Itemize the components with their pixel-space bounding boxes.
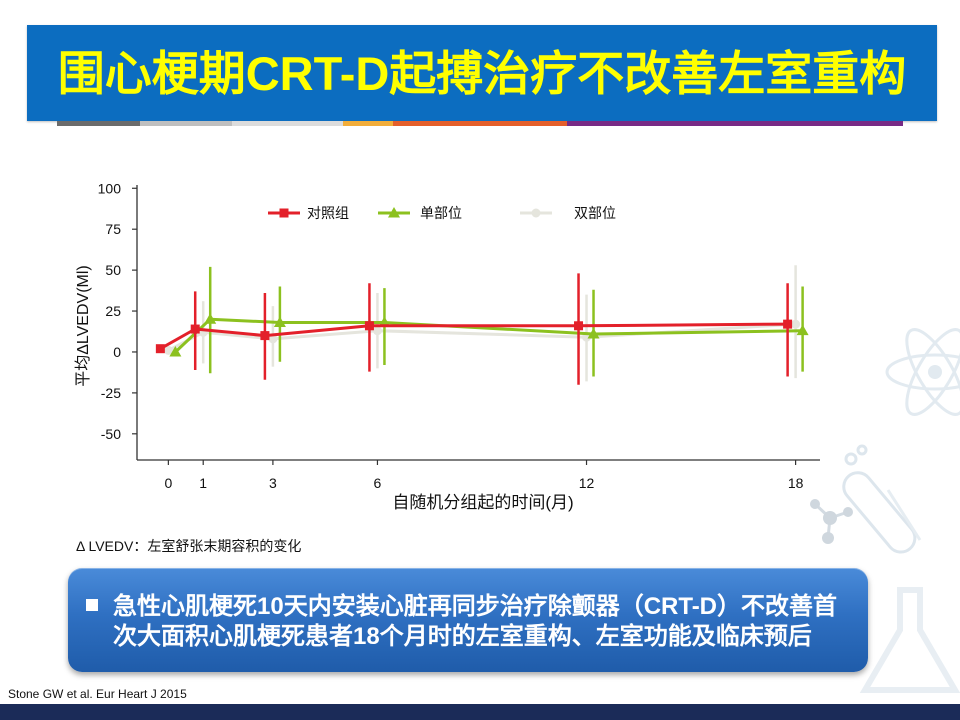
summary-line: 急性心肌梗死10天内安装心脏再同步治疗除颤器（CRT-D）不改善首 bbox=[113, 593, 838, 620]
flask-icon bbox=[859, 587, 960, 693]
legend-item-1: 单部位 bbox=[378, 205, 462, 221]
chart-footnote: Δ LVEDV：左室舒张末期容积的变化 bbox=[76, 538, 302, 554]
accent-strip-segment bbox=[393, 121, 567, 126]
y-tick-label: 100 bbox=[98, 180, 122, 196]
series-1-point bbox=[273, 316, 286, 327]
x-tick-label: 18 bbox=[788, 475, 804, 491]
atom-icon bbox=[885, 328, 960, 416]
summary-text: 急性心肌梗死10天内安装心脏再同步治疗除颤器（CRT-D）不改善首 次大面积心肌… bbox=[113, 592, 837, 652]
series-0-line bbox=[159, 322, 788, 351]
y-tick-label: 75 bbox=[105, 221, 121, 237]
legend-0-marker bbox=[279, 208, 289, 218]
legend-2-label: 双部位 bbox=[574, 205, 616, 221]
reference-citation: Stone GW et al. Eur Heart J 2015 bbox=[8, 687, 187, 701]
legend-item-2: 双部位 bbox=[520, 205, 616, 221]
y-tick-label: -25 bbox=[101, 385, 121, 401]
series-2-point bbox=[791, 319, 801, 329]
x-tick-label: 3 bbox=[269, 475, 277, 491]
series-0-point bbox=[783, 319, 793, 329]
accent-strip-segment bbox=[232, 121, 343, 126]
title-banner: 围心梗期CRT-D起搏治疗不改善左室重构 bbox=[27, 25, 937, 121]
lvedv-line-chart: 100 75 50 25 0 -25 -50 0 1 3 6 12 18 对照组 单部位 双部位 bbox=[98, 180, 820, 491]
summary-line: 次大面积心肌梗死患者18个月时的左室重构、左室功能及临床预后 bbox=[113, 623, 812, 650]
legend-1-marker bbox=[388, 207, 400, 218]
square-bullet-icon bbox=[86, 599, 98, 611]
accent-strip-segment bbox=[343, 121, 393, 126]
x-tick-label: 6 bbox=[374, 475, 382, 491]
accent-strip-segment bbox=[567, 121, 903, 126]
x-tick-label: 12 bbox=[579, 475, 595, 491]
y-axis-label: 平均ΔLVEDV(Ml) bbox=[75, 265, 92, 387]
series-0-point bbox=[190, 324, 200, 334]
legend-0-label: 对照组 bbox=[307, 205, 349, 221]
accent-strip-segment bbox=[140, 121, 232, 126]
series-1-point bbox=[204, 313, 217, 324]
accent-strip-segment bbox=[57, 121, 140, 126]
y-tick-label: 25 bbox=[105, 303, 121, 319]
series-0-point bbox=[260, 331, 270, 341]
series-1-line bbox=[174, 317, 803, 354]
legend-item-0: 对照组 bbox=[268, 205, 349, 221]
series-1-point bbox=[587, 327, 600, 339]
footer-bar bbox=[0, 704, 960, 720]
series-1-point bbox=[796, 324, 809, 336]
series-0-point bbox=[574, 321, 584, 331]
x-tick-label: 1 bbox=[199, 475, 207, 491]
series-0 bbox=[155, 273, 793, 385]
legend-2-marker bbox=[531, 208, 541, 218]
y-tick-label: -50 bbox=[101, 426, 121, 442]
slide-title: 围心梗期CRT-D起搏治疗不改善左室重构 bbox=[57, 46, 907, 100]
series-0-point bbox=[364, 321, 374, 331]
x-axis-label: 自随机分组起的时间(月) bbox=[392, 493, 574, 512]
legend-1-label: 单部位 bbox=[420, 205, 462, 221]
series-0-point bbox=[155, 344, 165, 354]
x-tick-label: 0 bbox=[164, 475, 172, 491]
y-tick-label: 50 bbox=[105, 262, 121, 278]
series-2-point bbox=[163, 345, 173, 355]
series-2-point bbox=[372, 326, 382, 336]
series-2-point bbox=[268, 334, 278, 344]
summary-box: 急性心肌梗死10天内安装心脏再同步治疗除颤器（CRT-D）不改善首 次大面积心肌… bbox=[68, 568, 868, 672]
y-tick-label: 0 bbox=[113, 344, 121, 360]
series-1-point bbox=[169, 345, 182, 357]
test-tube-icon bbox=[842, 444, 922, 554]
